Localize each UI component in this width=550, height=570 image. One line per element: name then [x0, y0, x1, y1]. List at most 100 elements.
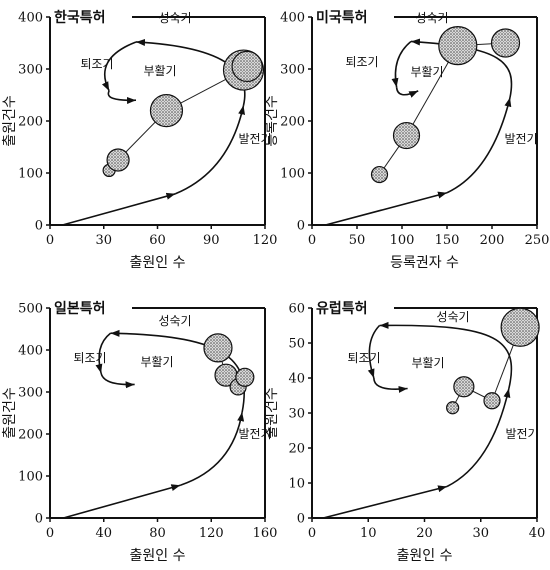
bubble-point: [446, 401, 460, 415]
phase-label: 부활기: [143, 64, 176, 78]
x-tick-label: 0: [308, 526, 316, 541]
bubble-point: [453, 376, 475, 398]
lifecycle-arrow: [62, 192, 176, 226]
x-tick-label: 40: [529, 526, 546, 541]
bubble-point: [438, 25, 478, 66]
phase-label: 성숙기: [158, 11, 191, 25]
y-axis-label: 출원건수: [264, 387, 280, 439]
bubble-point: [490, 28, 521, 58]
chart-panel-europe: 유럽특허 0 10 20 30 40 50 60 0 10 20 30 40 출원인 수 출원건수 발전기 성숙…: [264, 300, 545, 564]
phase-label: 발전기: [505, 427, 538, 441]
y-tick-label: 300: [280, 63, 305, 78]
y-tick-label: 100: [280, 167, 305, 182]
x-tick-label: 60: [149, 233, 166, 248]
x-axis-label: 출원인 수: [130, 255, 186, 271]
bubble-point: [231, 50, 263, 83]
chart-panel-japan: 일본특허 0 100 200 300 400 500 0 40 80 120 160 출원인 수 출원건수…: [2, 300, 277, 564]
phase-label: 부활기: [411, 356, 444, 370]
lifecycle-arrow: [107, 90, 137, 104]
phase-label: 퇴조기: [80, 57, 113, 71]
y-tick-label: 400: [18, 344, 43, 359]
y-tick-label: 200: [280, 115, 305, 130]
bubble-point: [106, 148, 130, 172]
x-tick-label: 0: [46, 233, 54, 248]
lifecycle-arrow: [95, 332, 111, 374]
x-tick-label: 160: [253, 526, 278, 541]
x-axis-label: 등록권자 수: [390, 255, 459, 271]
phase-label: 발전기: [238, 427, 271, 441]
bubble-point: [370, 165, 389, 184]
lifecycle-arrow: [101, 41, 137, 92]
y-axis-label: 등록건수: [264, 95, 280, 147]
x-tick-label: 50: [349, 233, 366, 248]
y-tick-label: 100: [18, 470, 43, 485]
x-tick-label: 10: [360, 526, 377, 541]
y-axis-label: 출원건수: [2, 387, 18, 439]
x-tick-label: 200: [480, 233, 505, 248]
chart-title: 미국특허: [316, 9, 368, 26]
x-tick-label: 100: [390, 233, 415, 248]
x-tick-label: 150: [435, 233, 460, 248]
phase-label: 부활기: [410, 65, 443, 79]
x-tick-label: 250: [525, 233, 550, 248]
bubble-point: [483, 392, 501, 410]
y-axis-label: 출원건수: [2, 95, 18, 147]
x-tick-label: 30: [95, 233, 112, 248]
x-tick-label: 30: [472, 526, 489, 541]
y-tick-label: 0: [35, 512, 43, 527]
y-tick-label: 100: [18, 167, 43, 182]
lifecycle-arrow: [175, 105, 246, 195]
x-tick-label: 120: [253, 233, 278, 248]
chart-title: 한국특허: [54, 9, 106, 26]
phase-label: 퇴조기: [347, 351, 380, 365]
x-tick-label: 0: [308, 233, 316, 248]
phase-label: 퇴조기: [73, 351, 106, 365]
y-tick-label: 50: [288, 337, 305, 352]
y-tick-label: 20: [288, 442, 305, 457]
phase-label: 성숙기: [158, 314, 191, 328]
lifecycle-arrow: [379, 321, 513, 389]
x-tick-label: 80: [149, 526, 166, 541]
lifecycle-arrow: [395, 87, 419, 98]
y-tick-label: 40: [288, 372, 305, 387]
bubble-point: [235, 367, 255, 387]
x-tick-label: 120: [199, 526, 224, 541]
y-tick-label: 300: [18, 63, 43, 78]
lifecycle-arrow: [446, 388, 511, 488]
chart-title: 일본특허: [54, 300, 106, 317]
x-tick-label: 20: [416, 526, 433, 541]
y-tick-label: 400: [280, 11, 305, 26]
phase-label: 부활기: [140, 355, 173, 369]
y-tick-label: 200: [18, 428, 43, 443]
y-tick-label: 0: [35, 219, 43, 234]
y-tick-label: 500: [18, 302, 43, 317]
chart-panel-usa: 미국특허 0 100 200 300 400 0 50 100 150 200 250 등록권자 수 등록…: [264, 9, 549, 271]
phase-label: 성숙기: [436, 310, 469, 324]
lifecycle-arrow: [391, 40, 412, 88]
lifecycle-arrow: [446, 97, 512, 194]
y-tick-label: 0: [297, 512, 305, 527]
bubble-point: [203, 333, 233, 363]
x-axis-label: 출원인 수: [130, 548, 186, 564]
bubble-point: [392, 121, 421, 150]
phase-label: 성숙기: [415, 11, 448, 25]
phase-label: 발전기: [504, 132, 537, 146]
x-tick-label: 0: [46, 526, 54, 541]
lifecycle-arrow: [323, 485, 448, 519]
lifecycle-arrow: [100, 372, 135, 389]
lifecycle-arrow: [325, 191, 448, 226]
lifecycle-arrow: [367, 324, 381, 379]
bubble-point: [149, 93, 184, 128]
y-tick-label: 300: [18, 386, 43, 401]
y-tick-label: 200: [18, 115, 43, 130]
x-tick-label: 90: [203, 233, 220, 248]
x-tick-label: 40: [95, 526, 112, 541]
y-tick-label: 400: [18, 11, 43, 26]
y-tick-label: 60: [288, 302, 305, 317]
bubble-point: [500, 307, 540, 347]
y-tick-label: 0: [297, 219, 305, 234]
chart-panel-korea: 한국특허 0 100 200 300 400 0 30 60 90 120 출원인 수 출원건수 발전기 성…: [2, 9, 277, 271]
phase-label: 퇴조기: [345, 55, 378, 69]
lifecycle-arrow: [180, 412, 245, 486]
